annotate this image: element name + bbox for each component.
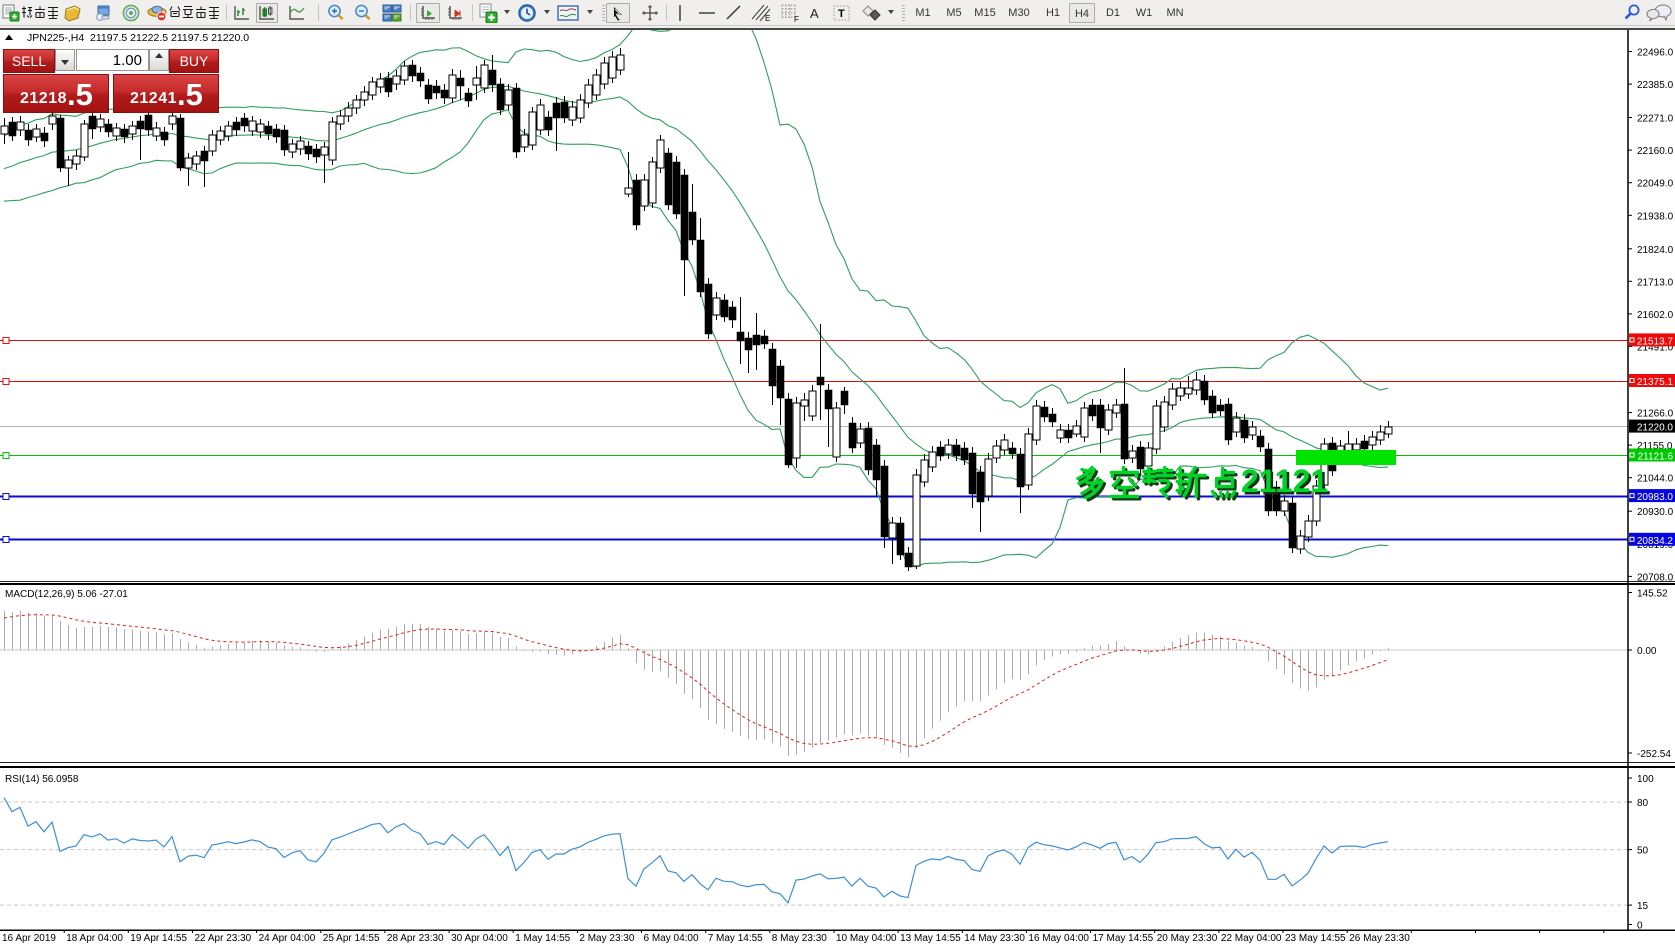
svg-text:21121.6: 21121.6 (1638, 452, 1674, 463)
svg-text:22496.0: 22496.0 (1637, 48, 1674, 59)
svg-text:21491.0: 21491.0 (1637, 343, 1674, 354)
svg-text:22 May 04:00: 22 May 04:00 (1221, 933, 1282, 944)
svg-text:15: 15 (1637, 901, 1649, 912)
svg-text:26 May 23:30: 26 May 23:30 (1349, 933, 1410, 944)
svg-text:13 May 14:55: 13 May 14:55 (900, 933, 961, 944)
svg-text:28 Apr 23:30: 28 Apr 23:30 (387, 933, 444, 944)
svg-text:50: 50 (1637, 846, 1649, 857)
svg-text:21713.0: 21713.0 (1637, 277, 1674, 288)
svg-text:16 Apr 2019: 16 Apr 2019 (2, 933, 56, 944)
svg-text:145.52: 145.52 (1637, 589, 1668, 600)
svg-text:21155.0: 21155.0 (1637, 441, 1673, 452)
svg-text:22 Apr 23:30: 22 Apr 23:30 (195, 933, 252, 944)
svg-text:7 May 14:55: 7 May 14:55 (708, 933, 763, 944)
svg-text:21121: 21121 (1244, 466, 1331, 502)
svg-text:2 May 23:30: 2 May 23:30 (579, 933, 634, 944)
svg-text:25 Apr 14:55: 25 Apr 14:55 (323, 933, 380, 944)
svg-text:21602.0: 21602.0 (1637, 310, 1674, 321)
svg-text:20930.0: 20930.0 (1637, 507, 1674, 518)
svg-text:21375.1: 21375.1 (1637, 377, 1674, 388)
svg-text:80: 80 (1637, 798, 1649, 809)
svg-text:10 May 04:00: 10 May 04:00 (836, 933, 897, 944)
svg-text:T: T (838, 8, 845, 20)
svg-text:-252.54: -252.54 (1637, 749, 1671, 760)
svg-text:21938.0: 21938.0 (1637, 211, 1674, 222)
svg-text:0: 0 (1637, 921, 1643, 932)
svg-text:16 May 04:00: 16 May 04:00 (1028, 933, 1089, 944)
svg-text:17 May 14:55: 17 May 14:55 (1093, 933, 1154, 944)
svg-text:8 May 23:30: 8 May 23:30 (772, 933, 827, 944)
svg-text:19 Apr 14:55: 19 Apr 14:55 (130, 933, 187, 944)
svg-text:1 May 14:55: 1 May 14:55 (515, 933, 570, 944)
svg-text:20 May 23:30: 20 May 23:30 (1157, 933, 1218, 944)
svg-text:F: F (794, 15, 799, 23)
svg-text:23 May 14:55: 23 May 14:55 (1285, 933, 1346, 944)
svg-text:MACD(12,26,9) 5.06 -27.01: MACD(12,26,9) 5.06 -27.01 (5, 589, 128, 600)
svg-text:22160.0: 22160.0 (1637, 146, 1674, 157)
svg-text:6 May 04:00: 6 May 04:00 (644, 933, 699, 944)
svg-text:21266.0: 21266.0 (1637, 409, 1674, 420)
svg-text:21121: 21121 (1241, 463, 1328, 499)
svg-text:14 May 23:30: 14 May 23:30 (964, 933, 1025, 944)
svg-text:100: 100 (1637, 774, 1654, 785)
svg-text:22385.0: 22385.0 (1637, 80, 1674, 91)
svg-text:21824.0: 21824.0 (1637, 245, 1674, 256)
svg-text:18 Apr 04:00: 18 Apr 04:00 (66, 933, 123, 944)
svg-text:21513.7: 21513.7 (1637, 336, 1674, 347)
svg-text:30 Apr 04:00: 30 Apr 04:00 (451, 933, 508, 944)
svg-text:24 Apr 04:00: 24 Apr 04:00 (259, 933, 316, 944)
svg-text:22271.0: 22271.0 (1637, 114, 1674, 125)
svg-text:JPN225-,H4 21197.5 21222.5 21: JPN225-,H4 21197.5 21222.5 21197.5 21220… (27, 32, 249, 44)
svg-text:20983.0: 20983.0 (1637, 492, 1674, 503)
svg-text:20708.0: 20708.0 (1637, 572, 1674, 583)
svg-text:0.00: 0.00 (1637, 646, 1657, 657)
svg-text:21220.0: 21220.0 (1637, 423, 1674, 434)
svg-text:22049.0: 22049.0 (1637, 179, 1674, 190)
svg-text:20834.2: 20834.2 (1637, 536, 1674, 547)
svg-text:RSI(14) 56.0958: RSI(14) 56.0958 (5, 774, 79, 785)
svg-text:E: E (765, 14, 770, 23)
svg-text:21044.0: 21044.0 (1637, 474, 1674, 485)
